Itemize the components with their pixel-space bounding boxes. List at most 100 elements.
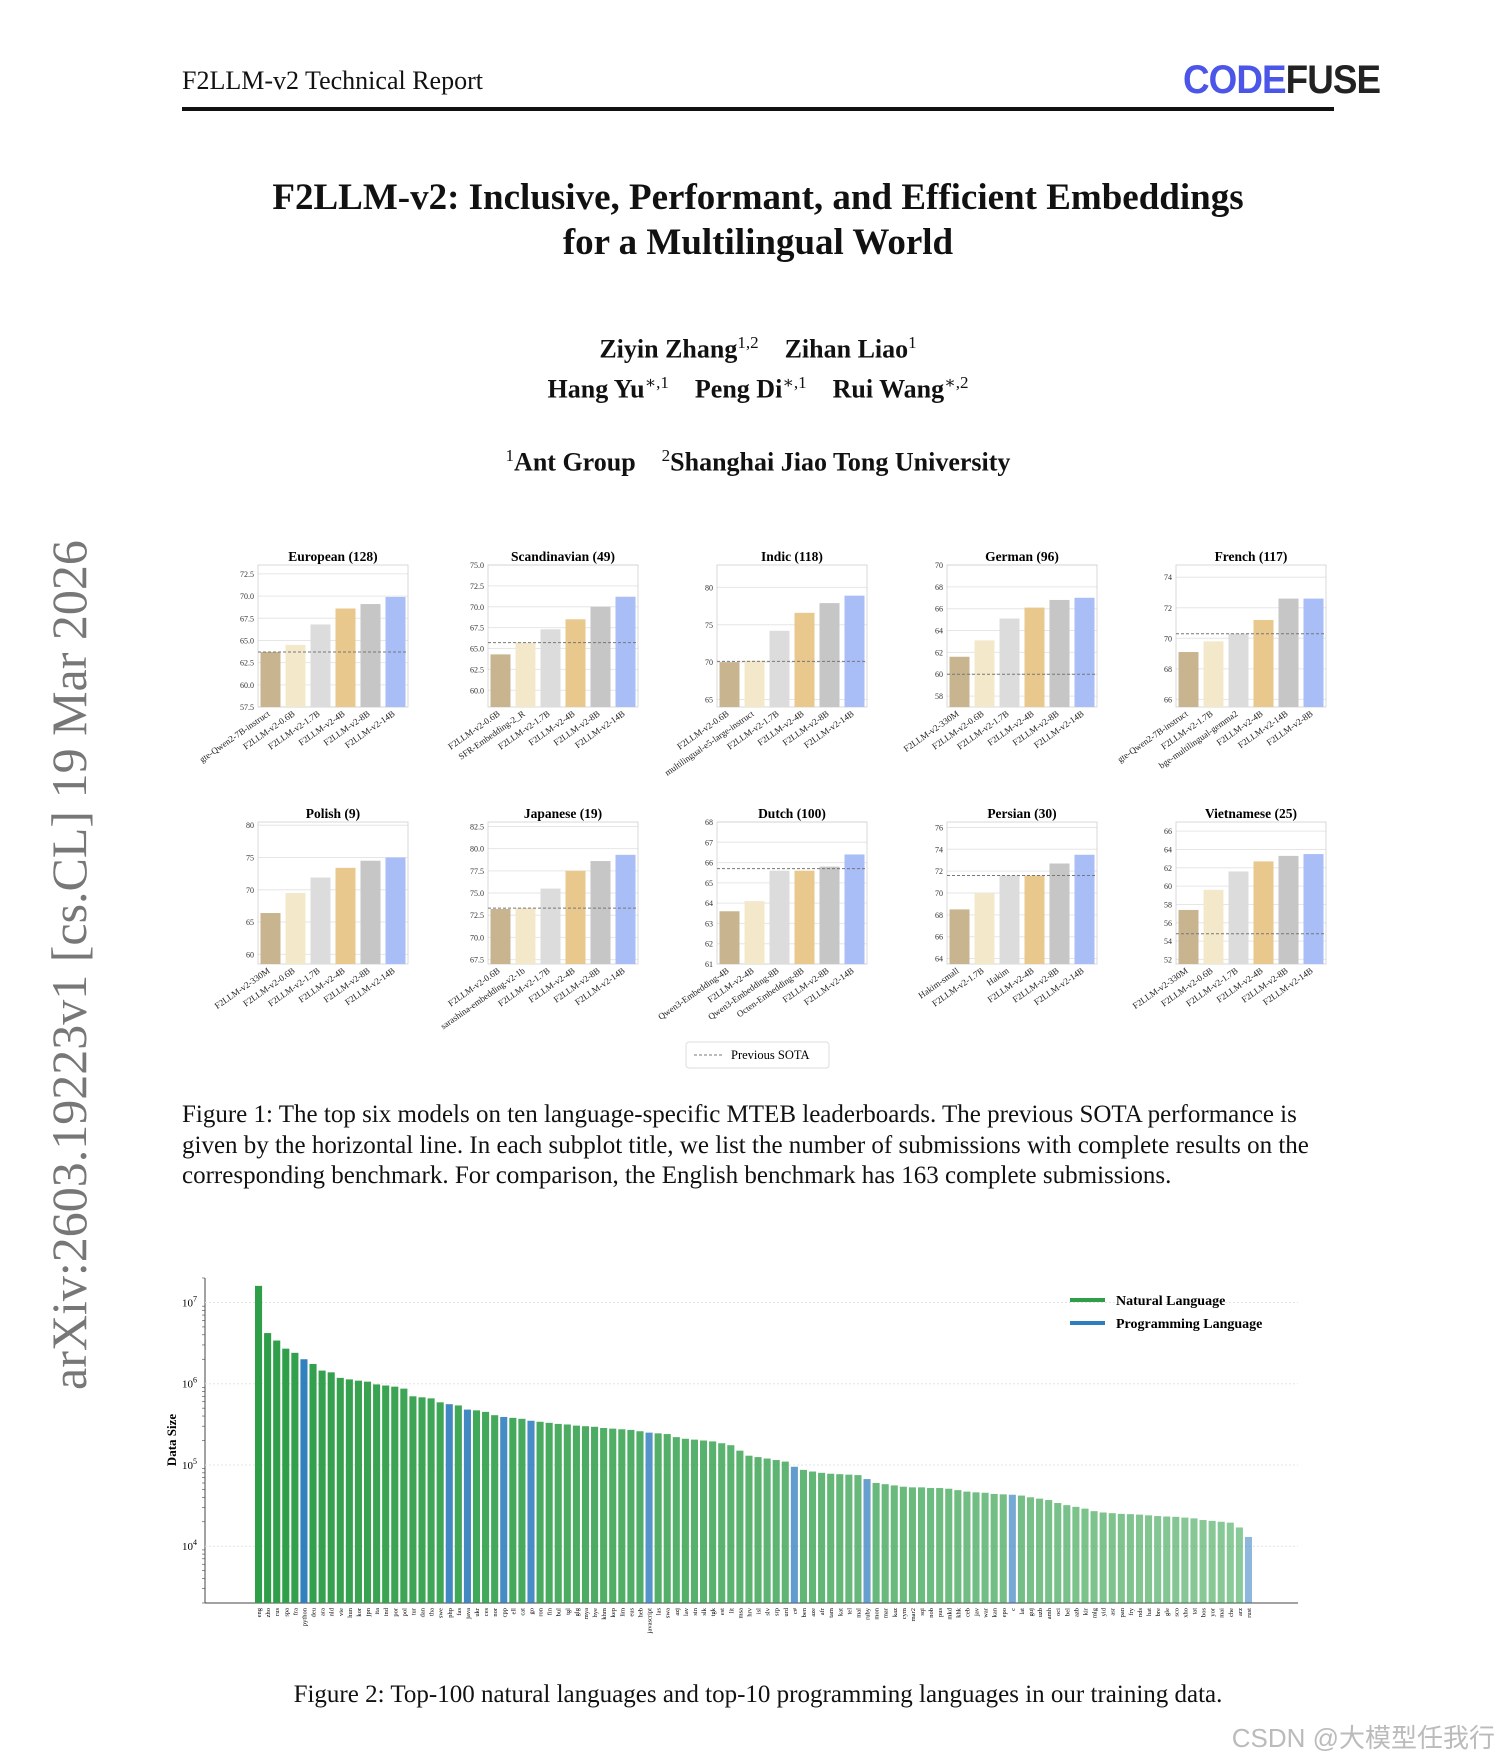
bar (563, 1424, 571, 1603)
title-line-2: for a Multilingual World (562, 222, 954, 263)
bar (490, 908, 511, 964)
bar (794, 612, 815, 707)
bar (572, 1425, 580, 1603)
x-tick-label: lim (619, 1608, 626, 1617)
author-name: Zihan Liao (784, 334, 909, 364)
y-tick-label: 105 (182, 1457, 197, 1472)
x-tick-label: ukr (474, 1607, 481, 1617)
bar (436, 1402, 444, 1603)
x-tick-label: cym (901, 1608, 908, 1619)
title-line-1: F2LLM-v2: Inclusive, Performant, and Eff… (272, 177, 1244, 218)
subplot-title: European (128) (288, 549, 377, 564)
y-tick-label: 62 (935, 648, 943, 657)
y-tick-label: 74 (935, 845, 943, 854)
bar (310, 624, 331, 707)
bar (391, 1386, 399, 1603)
y-tick-label: 70 (935, 889, 943, 898)
y-tick-label: 60 (1164, 882, 1172, 891)
x-tick-label: slk (701, 1607, 708, 1615)
x-tick-label: ben (801, 1607, 808, 1617)
x-tick-label: sqi (919, 1608, 926, 1616)
bar (291, 1352, 299, 1603)
logo-part-fuse: FUSE (1285, 58, 1381, 102)
x-tick-label: tat (1191, 1608, 1198, 1615)
bar (872, 1482, 880, 1603)
x-tick-label: las (656, 1608, 663, 1616)
subplot-title: Persian (30) (987, 806, 1056, 821)
bar (974, 893, 995, 964)
y-tick-label: 62 (1164, 864, 1172, 873)
x-tick-label: dan (420, 1607, 427, 1617)
bar (1226, 1522, 1234, 1603)
author-name: Peng Di (694, 374, 783, 404)
x-tick-label: est (719, 1608, 726, 1615)
bar (1163, 1516, 1171, 1603)
bar (1181, 1517, 1189, 1603)
bar (590, 861, 611, 964)
x-tick-label: fra (292, 1608, 299, 1615)
y-tick-label: 68 (1164, 665, 1172, 674)
bar (335, 608, 356, 707)
x-tick-label: gle (1164, 1608, 1171, 1616)
bar (454, 1405, 462, 1603)
plot-frame (716, 564, 868, 708)
bar (1203, 889, 1224, 964)
plot-frame (716, 821, 868, 965)
bar (565, 619, 586, 707)
x-tick-label: pan (1119, 1607, 1126, 1617)
y-tick-label: 61 (705, 960, 713, 969)
x-tick-label: mal (855, 1608, 862, 1618)
bar (482, 1411, 490, 1603)
subplot-title: Indic (118) (761, 549, 823, 564)
y-tick-label: 65.0 (470, 645, 484, 654)
bar (949, 656, 970, 707)
bar (1090, 1511, 1098, 1603)
bar (463, 1409, 471, 1603)
x-tick-label: yid (1101, 1607, 1108, 1616)
bar (781, 1461, 789, 1603)
x-tick-label: hat (1146, 1608, 1153, 1616)
bar (763, 1458, 771, 1603)
x-tick-label: sin (692, 1607, 699, 1615)
y-tick-label: 70 (935, 561, 943, 570)
subplot-title: German (96) (985, 549, 1059, 564)
logo-part-code: CODE (1183, 58, 1287, 102)
subplot-title: Japanese (19) (524, 806, 602, 821)
bar (863, 1479, 871, 1603)
subplot-title: Vietnamese (25) (1205, 806, 1297, 821)
x-tick-label: nor (492, 1607, 499, 1617)
csdn-watermark: CSDN @大模型任我行 (1231, 1723, 1495, 1753)
x-tick-label: srp (774, 1608, 781, 1616)
x-tick-label: asr (1110, 1607, 1117, 1615)
bar (845, 1474, 853, 1603)
x-tick-label: mar2 (910, 1608, 917, 1621)
x-tick-label: mlg (1092, 1607, 1099, 1618)
bar (999, 1494, 1007, 1603)
x-tick-label: javascript (647, 1608, 654, 1634)
x-tick-label: jav (974, 1607, 981, 1617)
bar (1199, 1520, 1207, 1603)
legend-box (685, 1041, 830, 1069)
x-tick-label: yor (1210, 1607, 1217, 1617)
bar (1108, 1513, 1116, 1603)
header-rule (182, 107, 1334, 111)
bar (1036, 1498, 1044, 1603)
author-affil: ∗,2 (944, 373, 969, 392)
x-tick-label: ell (510, 1608, 517, 1615)
bar (818, 1472, 826, 1603)
x-tick-label: bul (556, 1608, 563, 1617)
x-tick-label: mon (874, 1607, 881, 1619)
x-tick-label: hrv (746, 1607, 753, 1616)
bar (1145, 1515, 1153, 1603)
bar (1017, 1495, 1025, 1603)
bar (609, 1428, 617, 1603)
bar (515, 642, 536, 707)
bar (727, 1445, 735, 1603)
bar (819, 603, 840, 707)
figure-2-caption: Figure 2: Top-100 natural languages and … (293, 1681, 1223, 1708)
x-tick-label: swa (665, 1608, 672, 1618)
y-tick-label: 65 (705, 696, 713, 705)
bar (1244, 1536, 1253, 1603)
bar (709, 1441, 717, 1603)
x-tick-label: uzb (1037, 1608, 1044, 1617)
